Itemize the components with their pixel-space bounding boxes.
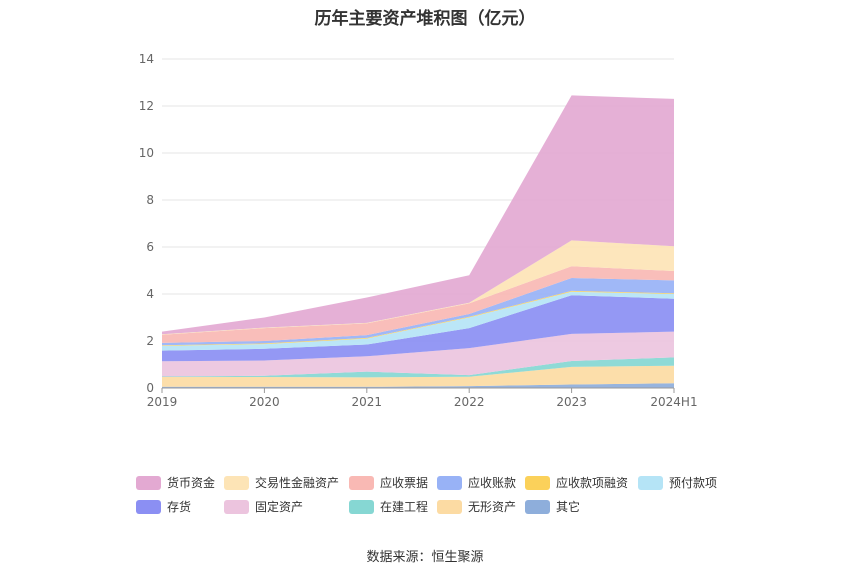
x-tick-label: 2024H1 [650, 395, 697, 409]
area-series[interactable] [162, 331, 674, 377]
y-tick-label: 2 [146, 334, 154, 348]
legend-label: 存货 [167, 500, 192, 514]
y-tick-label: 6 [146, 240, 154, 254]
legend-item[interactable]: 应收账款 [437, 474, 516, 491]
legend-label: 货币资金 [167, 476, 216, 490]
source-note: 数据来源：恒生聚源 [366, 550, 484, 565]
stacked-areas [162, 95, 674, 388]
y-tick-label: 14 [139, 52, 154, 66]
legend-swatch [349, 475, 374, 490]
legend-swatch [437, 475, 462, 490]
chart-title: 历年主要资产堆积图（亿元） [314, 9, 536, 29]
axes: 0 2 4 6 8 10 12 14 2019 2020 2021 2022 2023 2024H1 [139, 52, 698, 409]
area-series[interactable] [162, 383, 674, 388]
legend-label: 其它 [556, 500, 581, 514]
area-series[interactable] [162, 266, 674, 343]
legend-item[interactable]: 应收票据 [349, 474, 428, 491]
y-tick-label: 4 [146, 287, 154, 301]
legend-label: 预付款项 [669, 476, 718, 490]
legend-swatch [437, 499, 462, 514]
area-series[interactable] [162, 295, 674, 362]
legend-swatch [525, 475, 550, 490]
legend-item[interactable]: 应收款项融资 [525, 474, 628, 491]
legend-swatch [224, 475, 249, 490]
legend-swatch [638, 475, 663, 490]
legend-label: 应收账款 [468, 476, 517, 490]
legend-swatch [224, 499, 249, 514]
legend-item[interactable]: 预付款项 [638, 474, 717, 491]
area-series[interactable] [162, 357, 674, 378]
area-series[interactable] [162, 240, 674, 335]
legend-label: 在建工程 [380, 500, 429, 514]
y-tick-label: 12 [139, 99, 154, 113]
area-series[interactable] [162, 365, 674, 387]
legend-label: 固定资产 [255, 500, 304, 514]
legend-item[interactable]: 交易性金融资产 [224, 474, 339, 491]
legend-swatch [136, 475, 161, 490]
legend-item[interactable]: 在建工程 [349, 498, 428, 515]
area-series[interactable] [162, 278, 674, 346]
area-series[interactable] [162, 95, 674, 335]
legend-swatch [525, 499, 550, 514]
x-tick-label: 2023 [556, 395, 587, 409]
legend-swatch [136, 499, 161, 514]
x-tick-label: 2019 [147, 395, 178, 409]
legend-label: 交易性金融资产 [255, 476, 340, 490]
y-tick-label: 8 [146, 193, 154, 207]
y-tick-label: 0 [146, 381, 154, 395]
legend-label: 应收款项融资 [556, 476, 629, 490]
y-tick-label: 10 [139, 146, 154, 160]
x-tick-label: 2020 [249, 395, 280, 409]
legend-item[interactable]: 存货 [136, 498, 191, 515]
legend-label: 无形资产 [468, 500, 517, 514]
legend-item[interactable]: 固定资产 [224, 498, 303, 515]
x-tick-label: 2021 [352, 395, 383, 409]
legend-swatch [349, 499, 374, 514]
legend-label: 应收票据 [380, 476, 429, 490]
x-tick-label: 2022 [454, 395, 485, 409]
legend-item[interactable]: 货币资金 [136, 474, 215, 491]
legend-item[interactable]: 无形资产 [437, 498, 516, 515]
legend-item[interactable]: 其它 [525, 498, 580, 515]
